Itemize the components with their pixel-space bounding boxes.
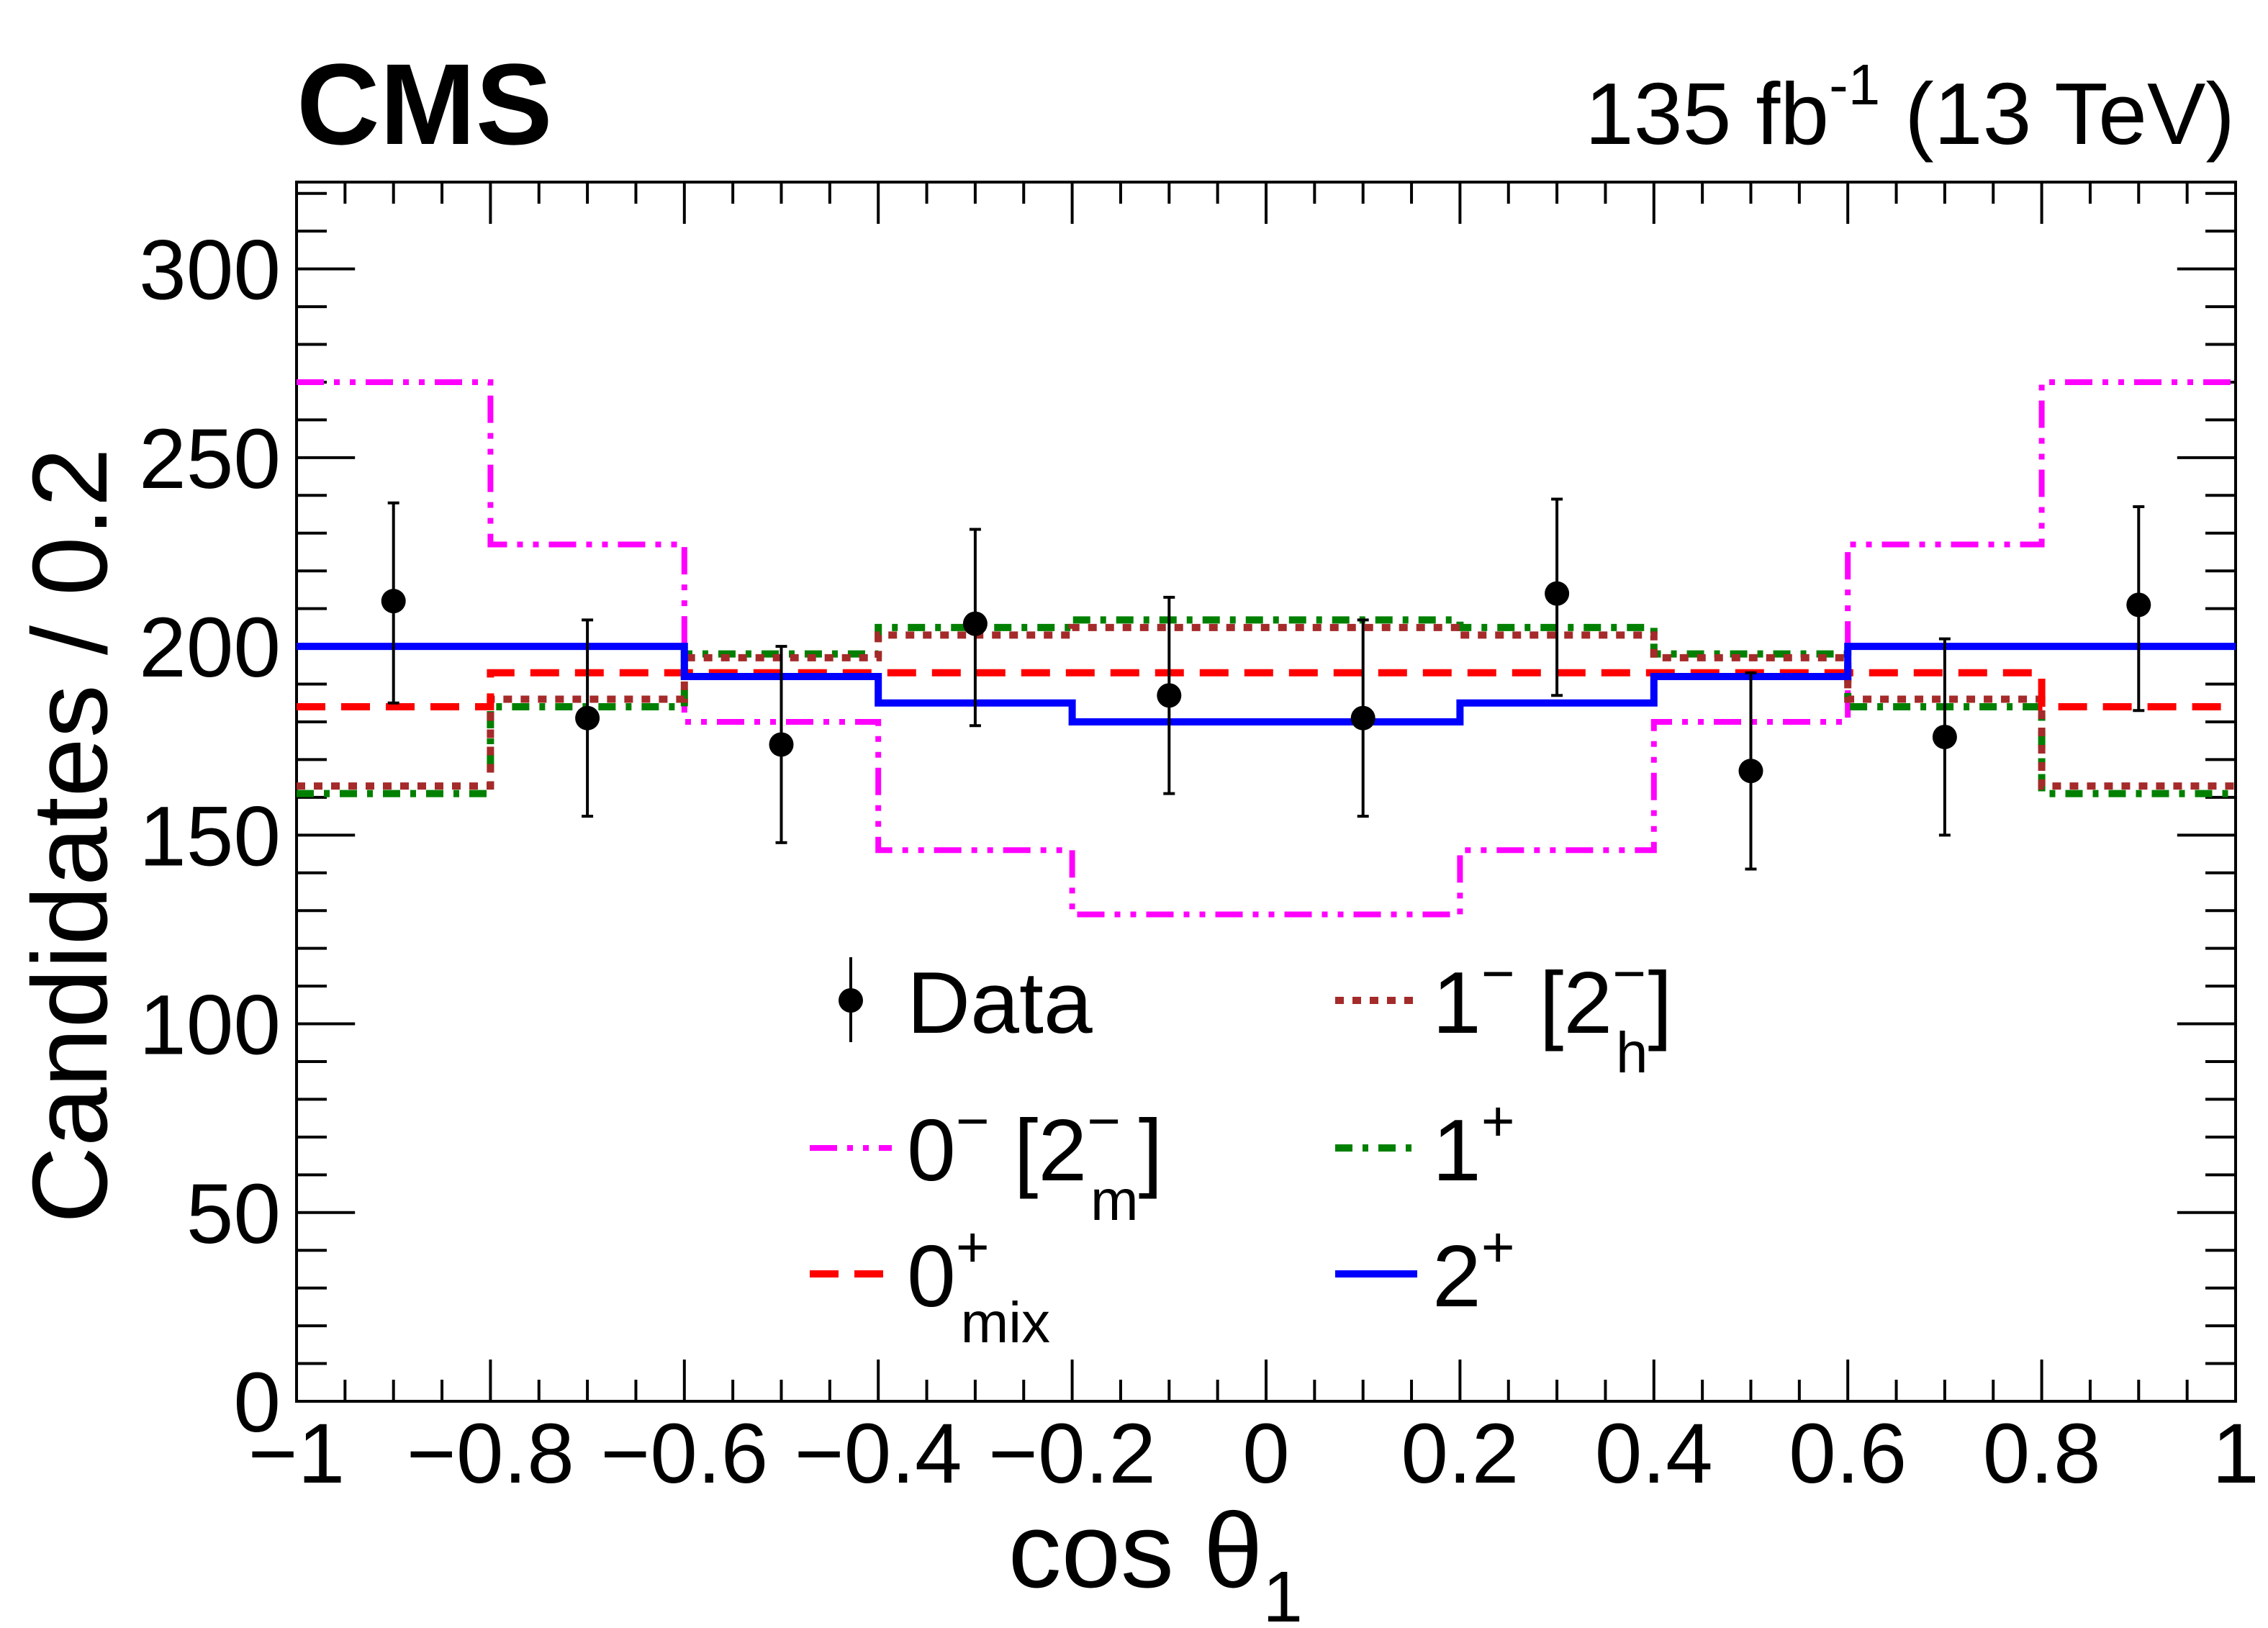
legend-entry-s0mix: 0+ mix (810, 1215, 1050, 1355)
data-point (962, 611, 988, 636)
legend-label: 2+ (1432, 1215, 1515, 1325)
y-tick-label: 250 (139, 412, 281, 507)
x-axis-label: cos θ (1008, 1491, 1263, 1610)
y-tick-labels: 0 50 100 150 200 250 300 (139, 223, 281, 1450)
x-tick-label: 0 (1242, 1406, 1290, 1501)
y-tick-label: 100 (139, 978, 281, 1073)
series-line-dashed (297, 669, 2236, 710)
y-tick-label: 50 (186, 1167, 281, 1262)
legend-entry-s0m: 0− [2− m] (810, 1089, 1163, 1232)
x-axis-subscript: 1 (1262, 1557, 1303, 1628)
legend-label: 0+ mix (907, 1215, 1050, 1355)
x-tick-label: 0.8 (1983, 1406, 2101, 1501)
data-point (381, 589, 406, 614)
y-axis-title: Candidates / 0.2 (11, 448, 130, 1224)
data-point (1932, 724, 1957, 749)
legend-label: 1− [2− h] (1432, 941, 1672, 1085)
legend-entry-s2p: 2+ (1335, 1215, 1515, 1325)
x-tick-label: −0.2 (988, 1406, 1156, 1501)
histogram-lines (297, 379, 2236, 918)
lumi-exponent: -1 (1829, 53, 1880, 117)
x-tick-label: −0.4 (795, 1406, 962, 1501)
data-point (1157, 683, 1182, 708)
experiment-label: CMS (297, 40, 553, 168)
legend-entry-s1m: 1− [2− h] (1335, 941, 1672, 1085)
legend: Data 1− [2− h] 0− [2− m] 1+ 0+ mix 2+ (810, 941, 1672, 1355)
y-tick-label: 0 (233, 1355, 281, 1450)
y-tick-label: 300 (139, 223, 281, 318)
energy-value: (13 TeV) (1880, 65, 2235, 163)
data-points (381, 497, 2151, 871)
legend-label: Data (907, 954, 1093, 1052)
series-line-dotted (297, 623, 2236, 790)
data-point (1350, 705, 1375, 731)
x-tick-label: 0.6 (1789, 1406, 1907, 1501)
x-tick-label: −1 (248, 1406, 345, 1501)
y-tick-label: 200 (139, 600, 281, 695)
data-point (1545, 581, 1570, 606)
x-tick-label: 0.4 (1595, 1406, 1713, 1501)
data-point (1738, 759, 1763, 784)
x-tick-label: 1 (2212, 1406, 2259, 1501)
x-tick-labels: −1 −0.8 −0.6 −0.4 −0.2 0 0.2 0.4 0.6 0.8 1 (248, 1406, 2259, 1501)
data-point (2126, 592, 2151, 618)
legend-label: 0− [2− m] (907, 1089, 1163, 1232)
lumi-value: 135 fb (1585, 65, 1829, 163)
x-tick-label: −0.6 (600, 1406, 768, 1501)
x-tick-label: −0.8 (407, 1406, 574, 1501)
x-tick-label: 0.2 (1401, 1406, 1519, 1501)
legend-entry-data: Data (839, 954, 1093, 1052)
x-axis-title: cos θ1 (1008, 1491, 1303, 1628)
lumi-energy-label: 135 fb-1 (13 TeV) (1585, 53, 2235, 163)
data-point (575, 705, 600, 731)
y-tick-label: 150 (139, 789, 281, 884)
legend-entry-s1p: 1+ (1335, 1089, 1515, 1199)
data-point (769, 732, 794, 757)
legend-data-marker (839, 988, 863, 1013)
legend-label: 1+ (1432, 1089, 1515, 1199)
series-line-solid (297, 643, 2236, 725)
